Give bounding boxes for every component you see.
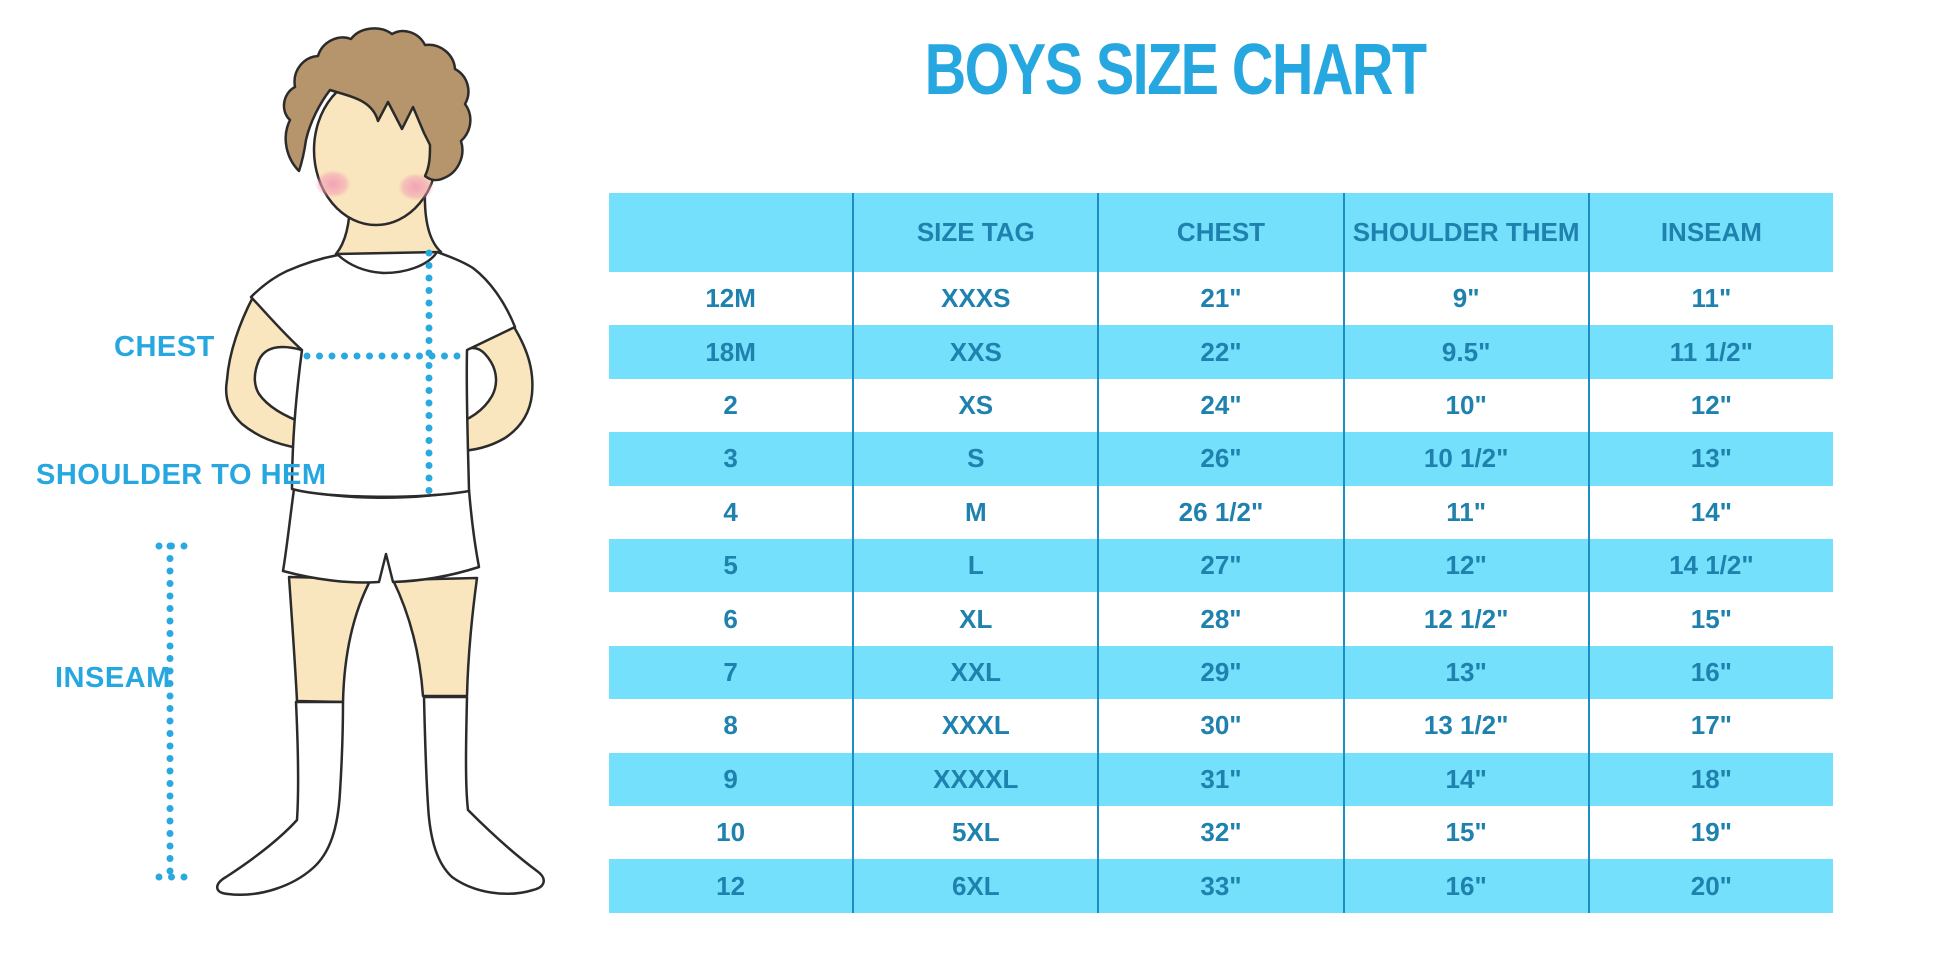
column-header-inseam: INSEAM — [1660, 217, 1762, 247]
boy-left-sock — [216, 700, 345, 896]
table-cell: 29" — [1098, 645, 1345, 700]
table-cell: 15" — [1690, 603, 1732, 634]
boy-left-knee — [287, 575, 373, 704]
table-header-row: SIZE TAG CHEST SHOULDER THEM INSEAM — [609, 193, 1833, 272]
table-cell: 26" — [1098, 432, 1345, 486]
column-header-size — [609, 193, 855, 272]
page-title: BOYS SIZE CHART — [924, 30, 1427, 110]
table-row: 12M XXXS 21" 9" 11" — [609, 272, 1833, 326]
table-cell: 13" — [1343, 645, 1590, 700]
table-cell: 21" — [1098, 272, 1345, 326]
table-cell: 3 — [609, 432, 855, 486]
table-cell: XXXXL — [853, 752, 1100, 807]
table-cell: 31" — [1098, 752, 1345, 807]
table-cell: 30" — [1098, 699, 1345, 753]
table-cell: 9.5" — [1343, 325, 1590, 379]
table-cell: 10" — [1343, 378, 1590, 433]
table-cell: 16" — [1690, 657, 1732, 688]
table-cell: S — [853, 432, 1100, 486]
table-cell: 8 — [609, 699, 855, 753]
table-row: 9 XXXXL 31" 14" 18" — [609, 752, 1833, 807]
table-cell: 14 1/2" — [1669, 550, 1754, 581]
table-cell: 11" — [1343, 485, 1590, 540]
shoulder-to-hem-label: SHOULDER TO HEM — [36, 459, 327, 491]
table-cell: 9 — [609, 752, 855, 807]
table-cell: 12 1/2" — [1343, 592, 1590, 646]
table-cell: M — [853, 485, 1100, 540]
table-row: 10 5XL 32" 15" 19" — [609, 806, 1833, 860]
table-cell: 15" — [1343, 806, 1590, 860]
table-cell: 10 1/2" — [1343, 432, 1590, 486]
boy-shorts — [281, 487, 481, 584]
table-cell: XXXL — [853, 699, 1100, 753]
table-cell: 6XL — [853, 859, 1100, 913]
boy-hair — [282, 27, 472, 182]
column-header-size-tag: SIZE TAG — [853, 193, 1100, 272]
table-cell: 13 1/2" — [1343, 699, 1590, 753]
table-cell: 22" — [1098, 325, 1345, 379]
table-cell: 5 — [609, 539, 855, 593]
table-cell: 12" — [1343, 539, 1590, 593]
table-cell: 18" — [1690, 763, 1732, 794]
table-row: 18M XXS 22" 9.5" 11 1/2" — [609, 325, 1833, 379]
table-cell: XL — [853, 592, 1100, 646]
table-cell: 14" — [1343, 752, 1590, 807]
chest-label: CHEST — [114, 331, 215, 363]
boy-right-knee — [391, 576, 479, 698]
table-cell: XXS — [853, 325, 1100, 379]
size-table: SIZE TAG CHEST SHOULDER THEM INSEAM 12M X… — [609, 193, 1833, 913]
table-cell: 5XL — [853, 806, 1100, 860]
table-row: 8 XXXL 30" 13 1/2" 17" — [609, 699, 1833, 753]
table-row: 3 S 26" 10 1/2" 13" — [609, 432, 1833, 486]
table-cell: 13" — [1690, 443, 1732, 474]
table-row: 6 XL 28" 12 1/2" 15" — [609, 592, 1833, 646]
table-row: 4 M 26 1/2" 11" 14" — [609, 485, 1833, 540]
table-cell: 7 — [609, 645, 855, 700]
table-cell: 10 — [609, 806, 855, 860]
table-cell: 6 — [609, 592, 855, 646]
size-table-body: 12M XXXS 21" 9" 11" 18M XXS 22" 9.5" 11 1/2" 2 XS 24… — [609, 272, 1833, 913]
table-cell: 9" — [1343, 272, 1590, 326]
table-cell: 11 1/2" — [1669, 336, 1753, 367]
measurement-lines — [155, 249, 464, 881]
inseam-label: INSEAM — [55, 662, 171, 694]
table-cell: 4 — [609, 485, 855, 540]
boy-right-sock — [422, 695, 545, 895]
table-cell: 27" — [1098, 539, 1345, 593]
table-cell: 18M — [609, 325, 855, 379]
table-cell: XS — [853, 378, 1100, 433]
table-row: 2 XS 24" 10" 12" — [609, 378, 1833, 433]
table-cell: 12 — [609, 859, 855, 913]
table-cell: 16" — [1343, 859, 1590, 913]
table-cell: 12M — [609, 272, 855, 326]
table-row: 5 L 27" 12" 14 1/2" — [609, 539, 1833, 593]
boy-left-cheek — [315, 170, 351, 198]
table-cell: 32" — [1098, 806, 1345, 860]
table-cell: 28" — [1098, 592, 1345, 646]
table-cell: 12" — [1690, 390, 1732, 421]
table-cell: 2 — [609, 378, 855, 433]
table-cell: XXL — [853, 645, 1100, 700]
table-cell: 14" — [1690, 496, 1732, 527]
table-row: 7 XXL 29" 13" 16" — [609, 645, 1833, 700]
column-header-chest: CHEST — [1098, 193, 1345, 272]
column-header-shoulder-hem: SHOULDER THEM — [1343, 193, 1590, 272]
boy-illustration — [155, 27, 545, 896]
table-cell: 24" — [1098, 378, 1345, 433]
table-cell: L — [853, 539, 1100, 593]
table-cell: 33" — [1098, 859, 1345, 913]
table-cell: 11" — [1691, 283, 1732, 314]
table-cell: 19" — [1690, 817, 1732, 848]
table-cell: 17" — [1690, 710, 1732, 741]
table-cell: 20" — [1690, 870, 1732, 901]
table-row: 12 6XL 33" 16" 20" — [609, 859, 1833, 913]
boy-right-cheek — [398, 173, 434, 201]
table-cell: XXXS — [853, 272, 1100, 326]
table-cell: 26 1/2" — [1098, 485, 1345, 540]
